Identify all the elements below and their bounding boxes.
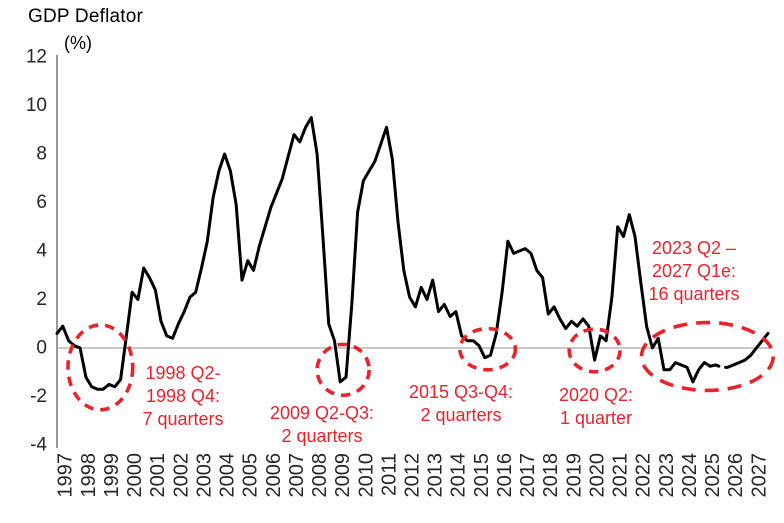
y-tick-label: 6 [36,192,47,213]
y-tick-label: 12 [26,47,47,68]
deflation-period-ellipse [315,342,371,398]
x-tick-label: 2003 [193,453,215,498]
x-tick-label: 2018 [540,453,562,498]
x-tick-label: 2005 [240,453,262,498]
gdp-deflator-series-line [708,363,735,369]
x-tick-label: 1999 [101,453,123,498]
y-tick-label: -4 [30,435,47,456]
x-tick-label: 2013 [425,453,447,498]
y-tick-label: 8 [36,144,47,165]
x-tick-label: 2008 [309,453,331,498]
x-tick-label: 2027 [748,453,770,498]
deflation-period-ellipse [567,327,622,374]
x-tick-label: 2009 [332,453,354,498]
y-tick-label: 2 [36,289,47,310]
deflation-period-ellipse [458,326,518,372]
x-tick-label: 2010 [355,453,377,498]
deflation-period-label: 2009 Q2-Q3: 2 quarters [269,403,375,446]
x-tick-label: 1998 [78,453,100,498]
chart-title: GDP Deflator [28,6,144,27]
x-tick-label: 2015 [471,453,493,498]
x-tick-label: 2017 [517,453,539,498]
x-tick-label: 2020 [586,453,608,498]
x-tick-label: 2025 [702,453,724,498]
x-tick-label: 2006 [263,453,285,498]
x-tick-label: 2022 [633,453,655,498]
gdp-deflator-series-line [55,116,712,391]
x-tick-label: 2000 [124,453,146,498]
x-tick-label: 2026 [725,453,747,498]
deflation-period-label: 2015 Q3-Q4: 2 quarters [408,382,514,425]
x-tick-label: 2007 [286,453,308,498]
x-tick-label: 2023 [656,453,678,498]
x-tick-label: 2012 [402,453,424,498]
deflation-period-label: 2020 Q2: 1 quarter [558,385,634,428]
x-tick-label: 2001 [147,453,169,498]
x-tick-label: 2004 [217,453,239,498]
gdp-deflator-series-line [731,331,770,367]
x-tick-label: 2016 [494,453,516,498]
deflation-period-label: 2023 Q2 – 2027 Q1e: 16 quarters [648,238,740,304]
deflation-period-ellipse [639,320,776,393]
y-tick-label: -2 [30,386,47,407]
x-tick-label: 2011 [378,453,400,496]
x-tick-label: 2021 [610,453,632,498]
y-tick-label: 10 [26,95,47,116]
deflation-period-ellipse [66,323,135,412]
deflation-period-label: 1998 Q2- 1998 Q4: 7 quarters [142,363,224,429]
x-tick-label: 2014 [448,453,470,498]
y-tick-label: 0 [36,338,47,359]
y-tick-label: 4 [36,241,47,262]
x-tick-label: 2002 [170,453,192,498]
x-tick-label: 2019 [563,453,585,498]
chart-subtitle: (%) [64,33,92,53]
x-tick-label: 2024 [679,453,701,498]
x-tick-label: 1997 [55,453,77,498]
